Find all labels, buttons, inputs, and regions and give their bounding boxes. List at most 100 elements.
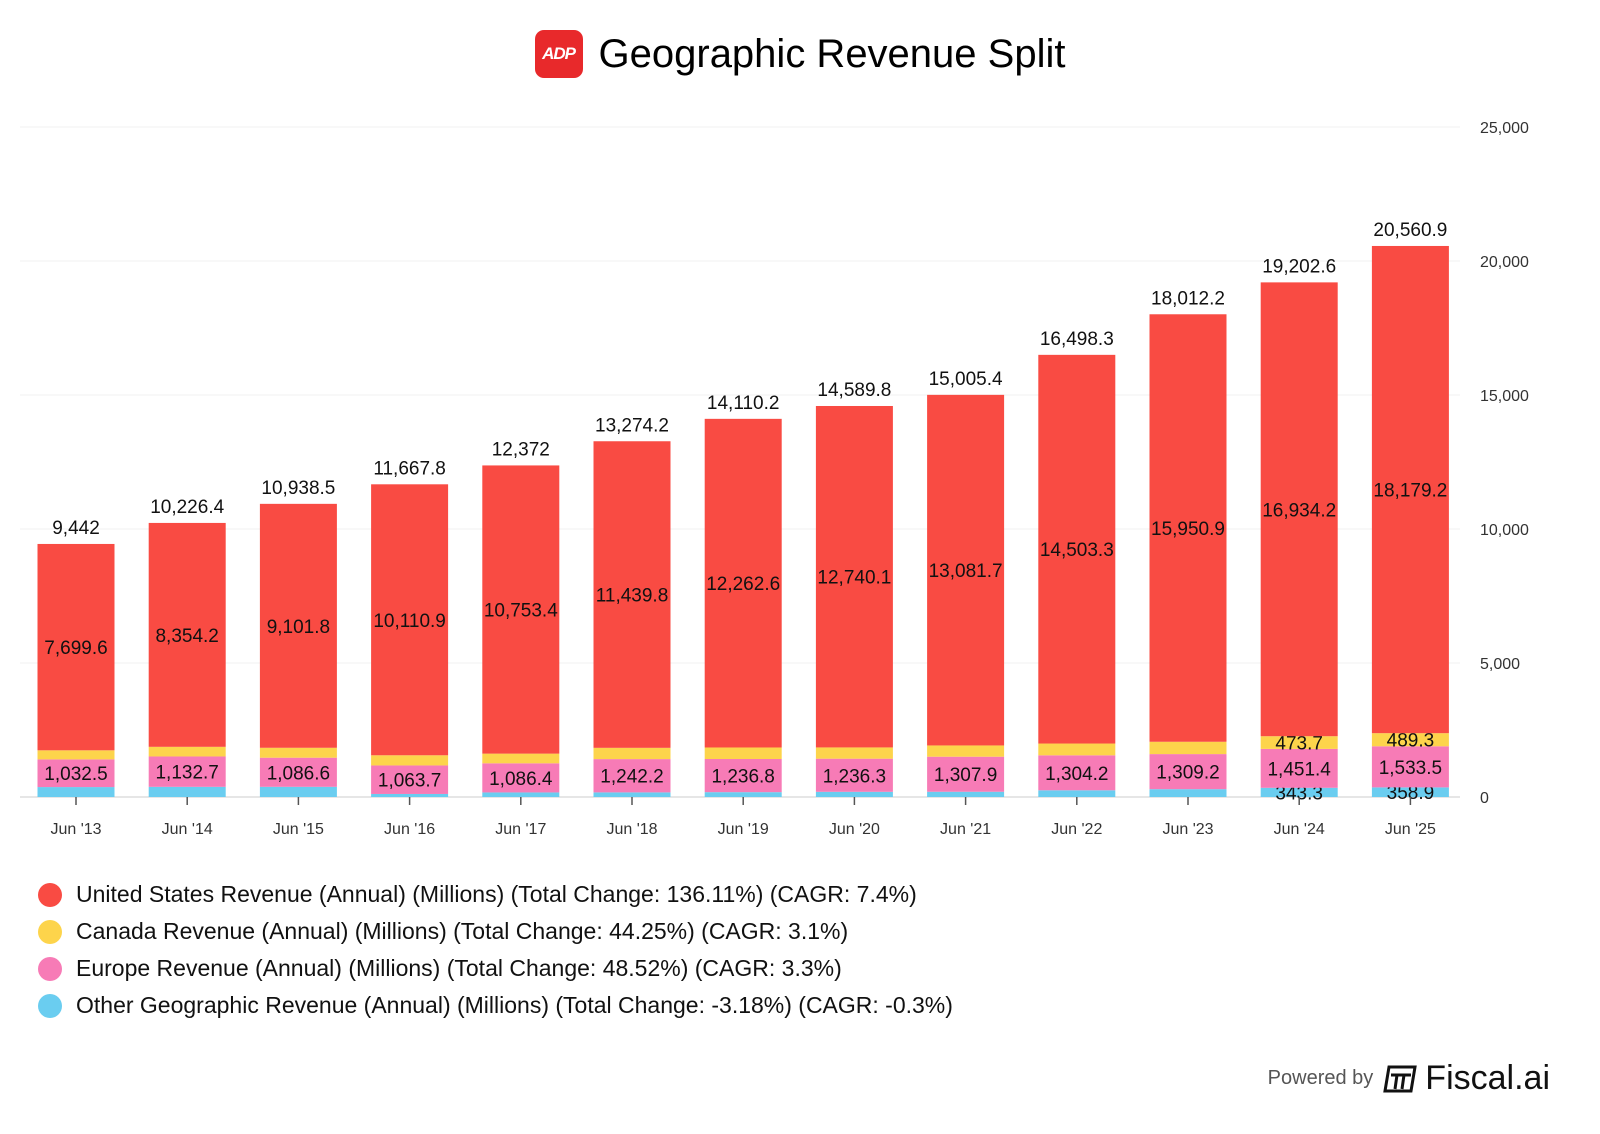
segment-label: 1,242.2 <box>600 767 663 788</box>
bar-segment <box>1260 787 1338 797</box>
x-tick-label: Jun '13 <box>50 821 101 838</box>
fiscal-brand[interactable]: Fiscal.ai <box>1383 1059 1550 1098</box>
x-tick-label: Jun '17 <box>495 821 546 838</box>
bar-segment <box>371 755 449 766</box>
bar-segment <box>1149 789 1227 797</box>
legend-item[interactable]: Other Geographic Revenue (Annual) (Milli… <box>38 987 953 1024</box>
segment-label: 10,110.9 <box>373 611 446 632</box>
company-logo: ADP <box>534 30 583 78</box>
segment-label: 343.3 <box>1275 783 1323 804</box>
legend-item[interactable]: Europe Revenue (Annual) (Millions) (Tota… <box>38 950 953 987</box>
total-label: 15,005.4 <box>929 369 1003 390</box>
bar-segment <box>37 543 115 751</box>
bar-segment <box>704 418 782 748</box>
x-tick-label: Jun '19 <box>718 821 769 838</box>
segment-label: 15,950.9 <box>1151 519 1225 540</box>
bar-segment <box>593 747 671 760</box>
x-tick-label: Jun '18 <box>606 821 657 838</box>
segment-label: 1,304.2 <box>1045 764 1108 785</box>
fiscal-logo-icon <box>1383 1065 1418 1092</box>
segment-label: 473.7 <box>1275 734 1323 755</box>
bar-segment <box>1260 748 1338 788</box>
segment-label: 14,503.3 <box>1040 540 1114 561</box>
bar-segment <box>148 522 226 747</box>
x-tick-label: Jun '21 <box>940 821 991 838</box>
bar-segment <box>815 747 893 759</box>
legend-label: Other Geographic Revenue (Annual) (Milli… <box>76 992 953 1018</box>
total-label: 14,589.8 <box>817 380 891 401</box>
total-label: 14,110.2 <box>707 393 780 414</box>
legend-dot-icon <box>38 882 62 907</box>
segment-label: 10,753.4 <box>484 601 558 622</box>
bar-segment <box>927 745 1005 757</box>
x-tick-label: Jun '15 <box>273 821 324 838</box>
x-tick-label: Jun '22 <box>1051 821 1102 838</box>
legend-dot-icon <box>38 919 62 944</box>
segment-label: 1,451.4 <box>1267 759 1331 780</box>
footer: Powered by Fiscal.ai <box>1268 1059 1550 1098</box>
bar-segment <box>148 746 226 757</box>
segment-label: 1,132.7 <box>155 763 218 784</box>
bar-segment <box>371 484 449 756</box>
bar-segment <box>259 747 337 758</box>
segment-label: 1,086.6 <box>267 763 330 784</box>
segment-label: 13,081.7 <box>929 561 1003 582</box>
bar-segment <box>371 765 449 794</box>
x-tick-label: Jun '24 <box>1274 821 1325 838</box>
bar-segment <box>1371 746 1449 788</box>
bar-segment <box>148 786 226 797</box>
total-label: 13,274.2 <box>595 415 669 436</box>
bar-segment <box>37 759 115 788</box>
x-tick-label: Jun '16 <box>384 821 435 838</box>
total-label: 16,498.3 <box>1040 329 1114 350</box>
bar-segment <box>927 791 1005 797</box>
y-tick-label: 15,000 <box>1480 388 1529 405</box>
bar-segment <box>1371 787 1449 797</box>
bar-segment <box>1371 245 1449 734</box>
chart-title: Geographic Revenue Split <box>598 31 1066 76</box>
segment-label: 1,032.5 <box>44 764 107 785</box>
bar-segment <box>1260 736 1338 749</box>
bar-segment <box>371 793 449 797</box>
segment-label: 1,309.2 <box>1156 763 1219 784</box>
x-tick-label: Jun '14 <box>162 821 213 838</box>
legend-label: Canada Revenue (Annual) (Millions) (Tota… <box>76 918 849 944</box>
bar-segment <box>259 786 337 797</box>
segment-label: 1,236.8 <box>711 767 774 788</box>
bar-segment <box>1149 754 1227 790</box>
bar-segment <box>593 759 671 793</box>
segment-label: 11,439.8 <box>596 586 669 607</box>
bar-segment <box>482 753 560 764</box>
chart-plot: 0 5,000 10,000 15,000 20,000 25,000 1,032.5 7,6… <box>20 120 1529 838</box>
x-tick-label: Jun '20 <box>829 821 880 838</box>
bar-segment <box>815 791 893 797</box>
segment-label: 18,179.2 <box>1373 481 1447 502</box>
powered-by-text: Powered by <box>1267 1067 1374 1089</box>
fiscal-brand-text: Fiscal.ai <box>1425 1059 1550 1097</box>
x-tick-label: Jun '23 <box>1162 821 1213 838</box>
segment-label: 1,086.4 <box>489 769 553 790</box>
segment-label: 7,699.6 <box>44 638 107 659</box>
bar-segment <box>482 763 560 793</box>
segment-label: 489.3 <box>1387 731 1435 752</box>
bar-segment <box>704 792 782 797</box>
legend: United States Revenue (Annual) (Millions… <box>38 876 953 1024</box>
bar-segment <box>259 503 337 748</box>
bar-segment <box>482 465 560 754</box>
segment-label: 1,063.7 <box>378 771 441 792</box>
x-tick-label: Jun '25 <box>1385 821 1436 838</box>
bar-segment <box>1260 282 1338 737</box>
y-tick-label: 0 <box>1480 790 1489 807</box>
bar-segment <box>815 405 893 748</box>
total-label: 18,012.2 <box>1151 288 1225 309</box>
chart-header: ADP Geographic Revenue Split <box>0 30 1600 78</box>
segment-label: 1,533.5 <box>1379 758 1442 779</box>
total-label: 12,372 <box>492 439 550 460</box>
legend-item[interactable]: Canada Revenue (Annual) (Millions) (Tota… <box>38 913 953 950</box>
bar-segment <box>704 747 782 760</box>
bar-segment <box>148 756 226 787</box>
bar-segment <box>259 757 337 787</box>
legend-item[interactable]: United States Revenue (Annual) (Millions… <box>38 876 953 913</box>
segment-label: 12,740.1 <box>817 568 891 589</box>
